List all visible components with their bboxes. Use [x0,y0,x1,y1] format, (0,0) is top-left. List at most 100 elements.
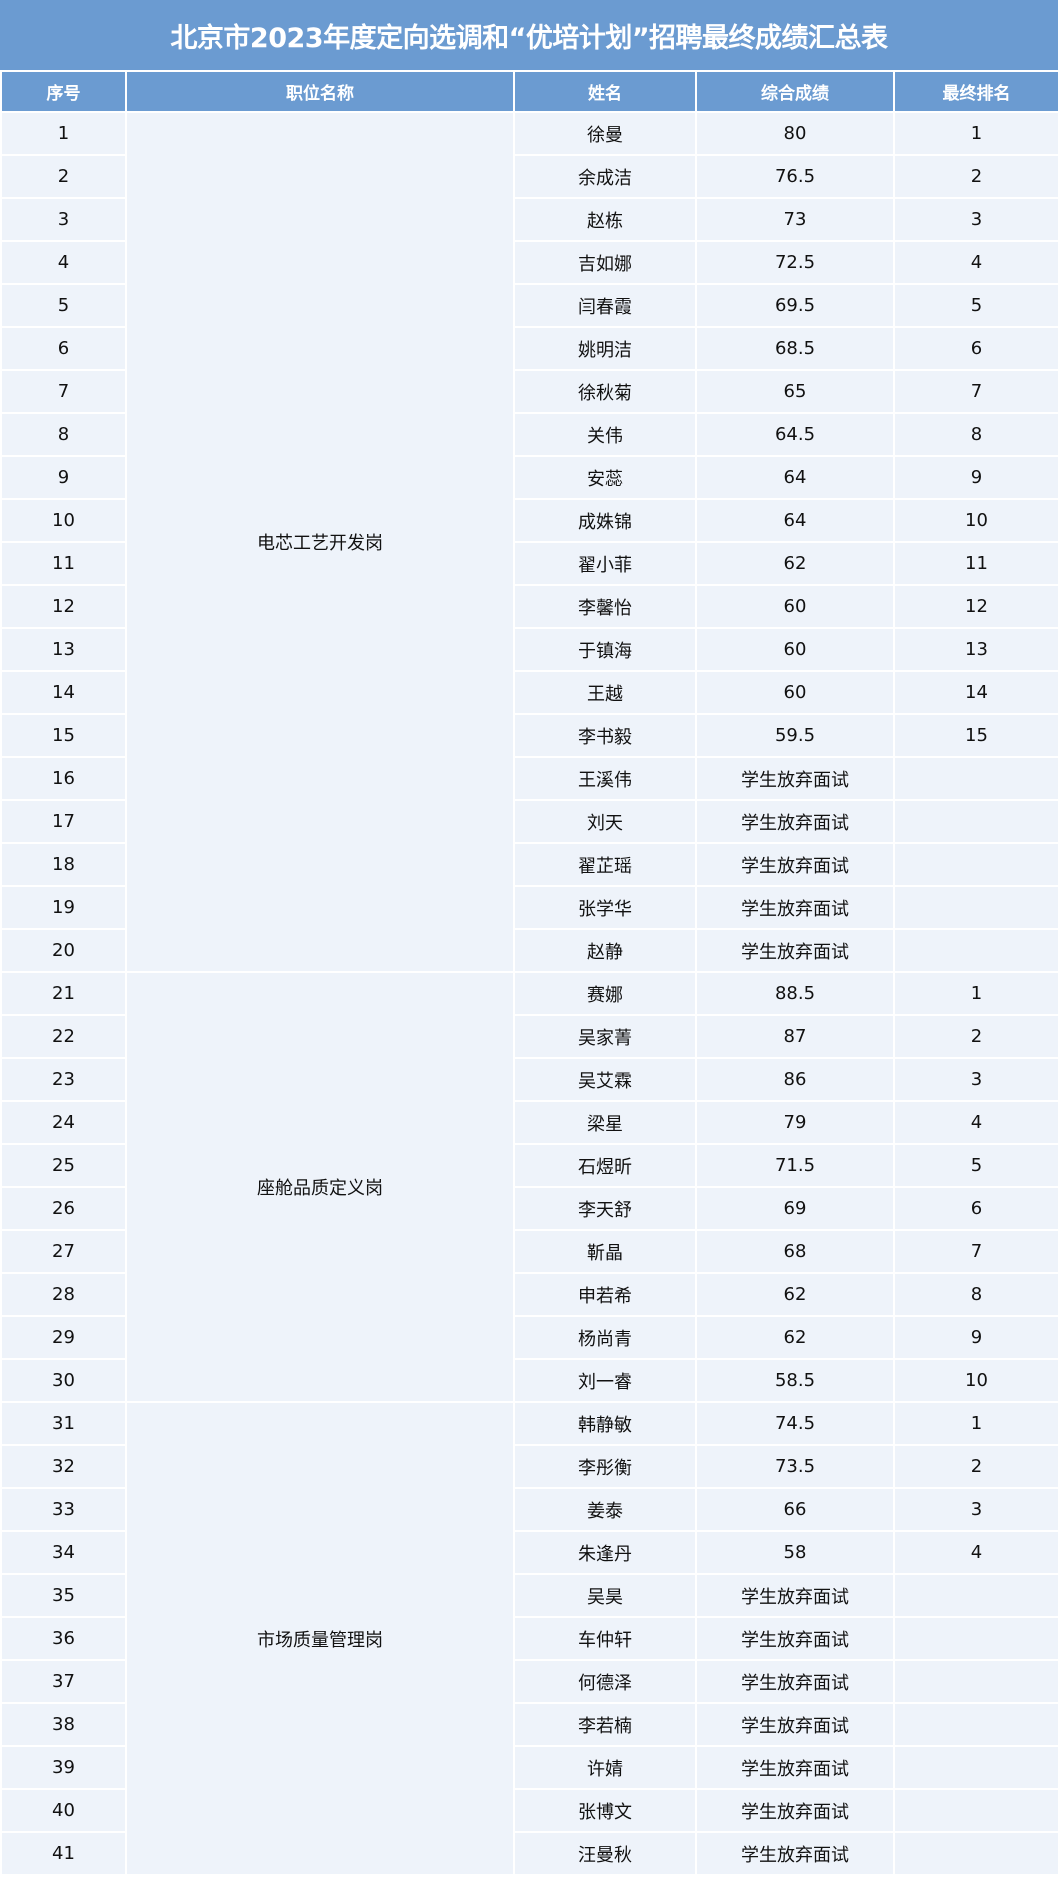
table-row: 32 李彤衡 73.5 2 [0,1444,1058,1489]
row-number: 9 [0,455,127,500]
candidate-name: 石煜昕 [513,1143,697,1188]
table-row: 34 朱逢丹 58 4 [0,1530,1058,1575]
candidate-name: 徐秋菊 [513,369,697,414]
table-row: 35 吴昊 学生放弃面试 [0,1573,1058,1618]
table-row: 24 梁星 79 4 [0,1100,1058,1145]
row-number: 19 [0,885,127,930]
table-row: 14 王越 60 14 [0,670,1058,715]
overall-score: 学生放弃面试 [695,885,895,930]
row-number: 8 [0,412,127,457]
overall-score: 学生放弃面试 [695,756,895,801]
final-rank: 1 [893,971,1058,1016]
candidate-name: 翟小菲 [513,541,697,586]
candidate-name: 吴家菁 [513,1014,697,1059]
table-row: 7 徐秋菊 65 7 [0,369,1058,414]
overall-score: 86 [695,1057,895,1102]
final-rank: 3 [893,1487,1058,1532]
overall-score: 60 [695,670,895,715]
table-row: 40 张博文 学生放弃面试 [0,1788,1058,1833]
overall-score: 学生放弃面试 [695,1702,895,1747]
overall-score: 64 [695,455,895,500]
row-number: 36 [0,1616,127,1661]
final-rank: 6 [893,326,1058,371]
final-rank: 5 [893,283,1058,328]
candidate-name: 申若希 [513,1272,697,1317]
table-row: 27 靳晶 68 7 [0,1229,1058,1274]
overall-score: 69.5 [695,283,895,328]
row-number: 37 [0,1659,127,1704]
row-number: 33 [0,1487,127,1532]
position-name: 电芯工艺开发岗 [125,111,515,973]
row-number: 32 [0,1444,127,1489]
position-name: 座舱品质定义岗 [125,971,515,1403]
overall-score: 69 [695,1186,895,1231]
final-rank: 11 [893,541,1058,586]
table-row: 33 姜泰 66 3 [0,1487,1058,1532]
row-number: 31 [0,1401,127,1446]
final-rank: 4 [893,240,1058,285]
row-number: 12 [0,584,127,629]
final-rank: 7 [893,1229,1058,1274]
table-row: 8 关伟 64.5 8 [0,412,1058,457]
candidate-name: 李彤衡 [513,1444,697,1489]
final-rank: 8 [893,412,1058,457]
final-rank: 10 [893,1358,1058,1403]
row-number: 40 [0,1788,127,1833]
header-row: 序号 职位名称 姓名 综合成绩 最终排名 [0,70,1058,113]
table-row: 36 车仲轩 学生放弃面试 [0,1616,1058,1661]
row-number: 3 [0,197,127,242]
overall-score: 62 [695,541,895,586]
final-rank: 8 [893,1272,1058,1317]
table-row: 5 闫春霞 69.5 5 [0,283,1058,328]
overall-score: 学生放弃面试 [695,1831,895,1876]
row-number: 2 [0,154,127,199]
table-body: 1 电芯工艺开发岗 徐曼 80 1 2 余成洁 76.5 2 3 赵栋 73 3 4 吉如娜 72.5 4 5 闫春… [0,111,1058,1876]
final-rank: 1 [893,111,1058,156]
overall-score: 学生放弃面试 [695,1659,895,1704]
overall-score: 79 [695,1100,895,1145]
overall-score: 58.5 [695,1358,895,1403]
overall-score: 72.5 [695,240,895,285]
overall-score: 68.5 [695,326,895,371]
row-number: 11 [0,541,127,586]
overall-score: 71.5 [695,1143,895,1188]
final-rank: 4 [893,1100,1058,1145]
candidate-name: 韩静敏 [513,1401,697,1446]
table-row: 1 电芯工艺开发岗 徐曼 80 1 [0,111,1058,973]
table-row: 15 李书毅 59.5 15 [0,713,1058,758]
row-number: 21 [0,971,127,1016]
final-rank: 3 [893,1057,1058,1102]
candidate-name: 车仲轩 [513,1616,697,1661]
candidate-name: 安蕊 [513,455,697,500]
table-row: 38 李若楠 学生放弃面试 [0,1702,1058,1747]
final-rank: 15 [893,713,1058,758]
candidate-name: 何德泽 [513,1659,697,1704]
header-no: 序号 [0,70,127,113]
final-rank [893,799,1058,844]
table-row: 12 李馨怡 60 12 [0,584,1058,629]
overall-score: 学生放弃面试 [695,799,895,844]
final-rank: 4 [893,1530,1058,1575]
overall-score: 62 [695,1272,895,1317]
table-row: 3 赵栋 73 3 [0,197,1058,242]
final-rank: 6 [893,1186,1058,1231]
row-number: 18 [0,842,127,887]
row-number: 27 [0,1229,127,1274]
header-name: 姓名 [513,70,697,113]
candidate-name: 姜泰 [513,1487,697,1532]
results-table: 序号 职位名称 姓名 综合成绩 最终排名 1 电芯工艺开发岗 徐曼 80 1 2 余成洁 76… [0,70,1058,1876]
candidate-name: 赵静 [513,928,697,973]
row-number: 29 [0,1315,127,1360]
header-position: 职位名称 [125,70,515,113]
candidate-name: 翟芷瑶 [513,842,697,887]
position-name: 市场质量管理岗 [125,1401,515,1876]
row-number: 41 [0,1831,127,1876]
overall-score: 学生放弃面试 [695,1616,895,1661]
table-row: 11 翟小菲 62 11 [0,541,1058,586]
table-row: 26 李天舒 69 6 [0,1186,1058,1231]
table-title: 北京市2023年度定向选调和“优培计划”招聘最终成绩汇总表 [0,0,1058,70]
final-rank [893,1573,1058,1618]
final-rank [893,1788,1058,1833]
final-rank: 2 [893,1014,1058,1059]
candidate-name: 赛娜 [513,971,697,1016]
